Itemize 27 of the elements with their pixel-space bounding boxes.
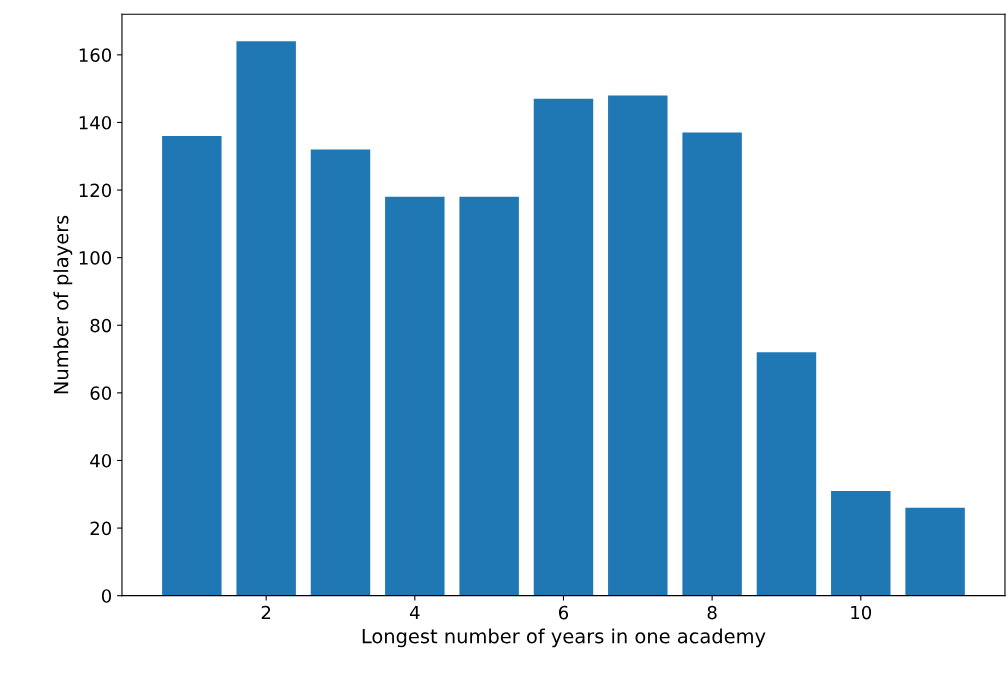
y-tick-label: 20 (90, 521, 112, 536)
y-tick-label: 100 (79, 251, 112, 265)
x-axis-title: Longest number of years in one academy (362, 628, 766, 648)
y-tick-label: 40 (90, 453, 112, 468)
bar (385, 196, 445, 596)
y-tick-label: 140 (79, 115, 112, 130)
bar (236, 41, 296, 596)
x-tick-label: 10 (851, 605, 872, 620)
x-tick-label: 6 (558, 605, 569, 620)
bar (459, 196, 519, 596)
y-tick-label: 60 (90, 386, 112, 400)
y-tick-label: 0 (101, 589, 112, 603)
x-tick-label: 8 (707, 605, 717, 620)
bar (682, 132, 742, 596)
bar (756, 352, 817, 596)
bar (608, 95, 668, 596)
bar (310, 149, 371, 596)
bar (831, 490, 891, 596)
y-tick-label: 160 (79, 48, 112, 62)
bar (162, 135, 222, 596)
x-tick-label: 2 (261, 605, 271, 620)
y-tick-label: 80 (90, 318, 112, 333)
y-axis-title: Number of players (53, 215, 73, 394)
bar (905, 507, 965, 596)
bar (533, 98, 594, 596)
y-tick-label: 120 (79, 183, 112, 198)
x-tick-label: 4 (409, 605, 420, 620)
